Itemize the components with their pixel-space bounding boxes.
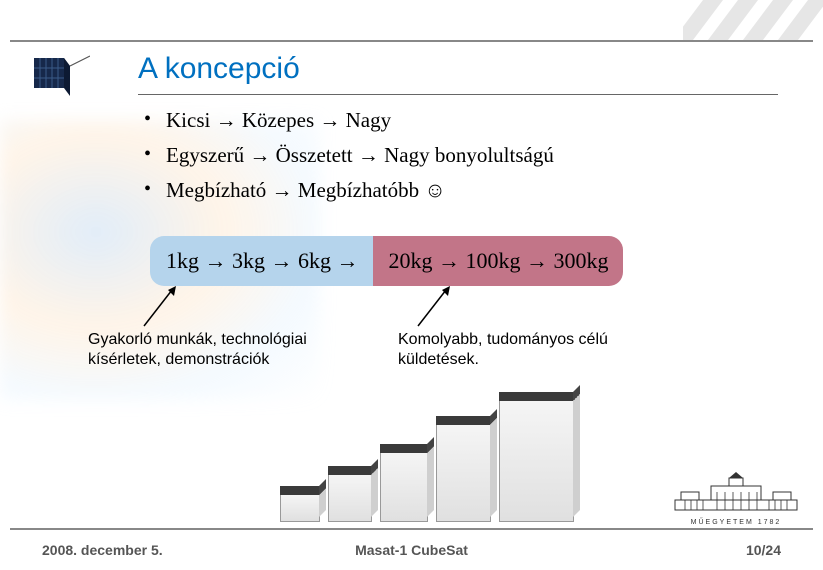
pill-practice: 1kg → 3kg → 6kg →	[150, 236, 373, 286]
arrow-right	[404, 286, 464, 336]
growth-bar-chart	[280, 390, 590, 522]
arrow-left	[130, 286, 190, 336]
footer: 2008. december 5. Masat-1 CubeSat 10/24	[0, 530, 823, 570]
bullet-item: Kicsi → Közepes → Nagy	[138, 108, 554, 133]
caption-right: Komolyabb, tudományos célú küldetések.	[398, 330, 658, 370]
bar	[499, 400, 574, 522]
weight-progression: 1kg → 3kg → 6kg → 20kg → 100kg → 300kg	[150, 236, 623, 286]
pill-science: 20kg → 100kg → 300kg	[373, 236, 623, 286]
footer-page: 10/24	[746, 542, 781, 558]
corner-stripes	[683, 0, 823, 40]
title-underline	[138, 94, 778, 95]
bullet-item: Egyszerű → Összetett → Nagy bonyolultság…	[138, 143, 554, 168]
caption-left-text: Gyakorló munkák, technológiai kísérletek…	[88, 331, 307, 368]
top-rule	[10, 40, 813, 42]
bar	[380, 452, 428, 522]
bullet-item: Megbízható → Megbízhatóbb ☺	[138, 178, 554, 203]
bar	[328, 474, 372, 522]
bar	[436, 424, 491, 522]
caption-left: Gyakorló munkák, technológiai kísérletek…	[88, 330, 348, 370]
bullet-list: Kicsi → Közepes → Nagy Egyszerű → Összet…	[138, 108, 554, 213]
slide-title: A koncepció	[138, 52, 300, 86]
bar	[280, 494, 320, 522]
caption-right-text: Komolyabb, tudományos célú küldetések.	[398, 331, 608, 368]
footer-title: Masat-1 CubeSat	[0, 542, 823, 558]
cubesat-icon	[20, 46, 90, 104]
university-logo: MŰEGYETEM 1782	[671, 472, 801, 522]
